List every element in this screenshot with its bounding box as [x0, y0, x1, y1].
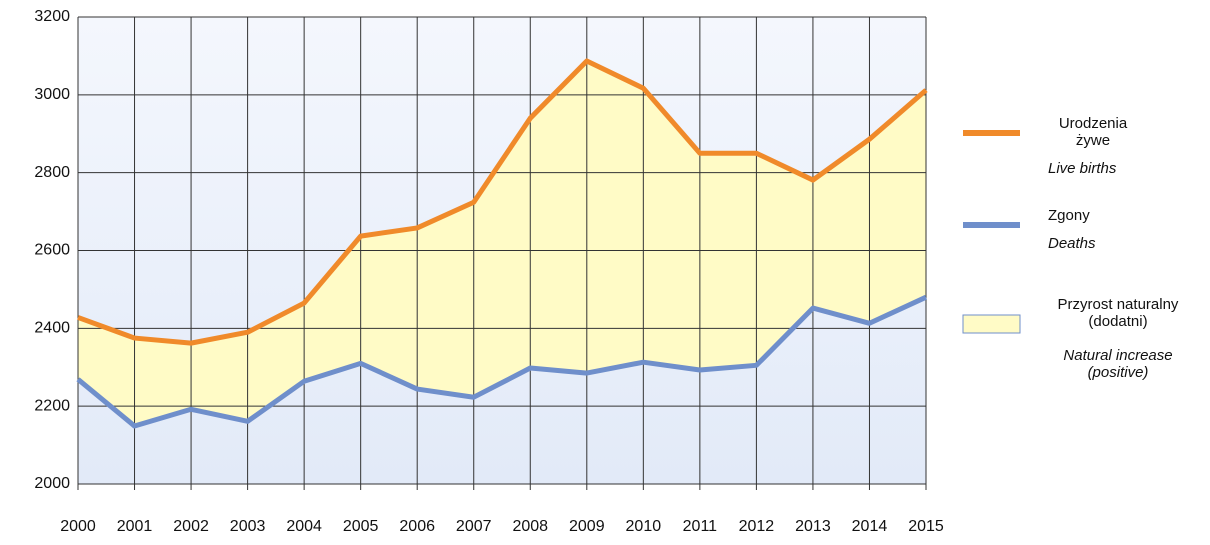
x-tick-label: 2012: [739, 518, 775, 535]
line: [76, 294, 928, 429]
x-tick-label: 2015: [908, 518, 944, 535]
legend-label: Live births: [1048, 160, 1117, 177]
y-tick-label: 3000: [34, 86, 70, 103]
legend-label: Deaths: [1048, 235, 1096, 252]
legend-label: Urodzenia żywe: [1058, 115, 1128, 149]
x-tick-label: 2008: [512, 518, 548, 535]
x-tick-label: 2003: [230, 518, 266, 535]
x-tick-label: 2002: [173, 518, 209, 535]
y-tick-label: 2800: [34, 164, 70, 181]
y-tick-label: 3200: [34, 8, 70, 25]
x-tick-label: 2001: [117, 518, 153, 535]
line: [77, 58, 928, 346]
x-tick-label: 2006: [399, 518, 435, 535]
x-tick-label: 2005: [343, 518, 379, 535]
legend-label: Przyrost naturalny (dodatni): [1057, 296, 1179, 330]
natural-increase-area: [78, 60, 926, 427]
x-tick-label: 2007: [456, 518, 492, 535]
x-tick-label: 2009: [569, 518, 605, 535]
x-tick-label: 2014: [852, 518, 888, 535]
legend-label: Natural increase (positive): [1063, 347, 1173, 381]
x-tick-label: 2013: [795, 518, 831, 535]
y-tick-label: 2000: [34, 475, 70, 492]
y-tick-label: 2400: [34, 320, 70, 337]
x-tick-label: 2010: [626, 518, 662, 535]
legend-label: Zgony: [1048, 207, 1090, 224]
y-tick-label: 2600: [34, 242, 70, 259]
y-tick-label: 2200: [34, 397, 70, 414]
x-tick-label: 2004: [286, 518, 322, 535]
legend-swatch: [962, 314, 1021, 334]
x-tick-label: 2000: [60, 518, 96, 535]
x-tick-label: 2011: [683, 518, 718, 535]
